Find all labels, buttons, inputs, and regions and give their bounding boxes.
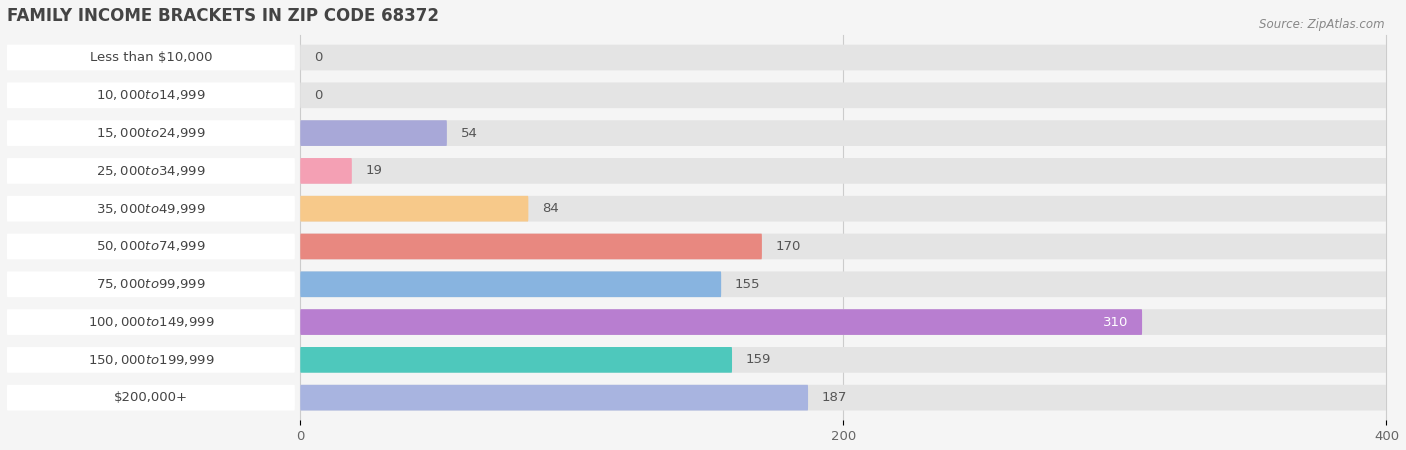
FancyBboxPatch shape [301,158,1386,184]
FancyBboxPatch shape [7,271,295,297]
Text: $100,000 to $149,999: $100,000 to $149,999 [87,315,214,329]
Text: $150,000 to $199,999: $150,000 to $199,999 [87,353,214,367]
FancyBboxPatch shape [301,347,1386,373]
FancyBboxPatch shape [7,309,295,335]
FancyBboxPatch shape [301,271,1386,297]
FancyBboxPatch shape [301,309,1142,335]
Text: $15,000 to $24,999: $15,000 to $24,999 [96,126,205,140]
FancyBboxPatch shape [7,347,295,373]
FancyBboxPatch shape [301,120,447,146]
FancyBboxPatch shape [7,120,295,146]
FancyBboxPatch shape [301,82,1386,108]
Text: Source: ZipAtlas.com: Source: ZipAtlas.com [1260,18,1385,31]
Text: 170: 170 [776,240,801,253]
FancyBboxPatch shape [7,234,295,259]
FancyBboxPatch shape [301,45,1386,70]
FancyBboxPatch shape [301,196,529,221]
Text: 187: 187 [821,391,846,404]
Text: 310: 310 [1104,315,1129,328]
Text: 155: 155 [735,278,761,291]
FancyBboxPatch shape [7,82,295,108]
FancyBboxPatch shape [7,158,295,184]
FancyBboxPatch shape [301,309,1386,335]
FancyBboxPatch shape [301,120,1386,146]
Text: $200,000+: $200,000+ [114,391,188,404]
Text: 159: 159 [745,353,770,366]
Text: 19: 19 [366,164,382,177]
Text: Less than $10,000: Less than $10,000 [90,51,212,64]
FancyBboxPatch shape [301,234,762,259]
Text: 54: 54 [460,126,477,140]
Text: 84: 84 [541,202,558,215]
FancyBboxPatch shape [301,385,1386,410]
FancyBboxPatch shape [301,385,808,410]
FancyBboxPatch shape [301,196,1386,221]
Text: $35,000 to $49,999: $35,000 to $49,999 [96,202,205,216]
Text: 0: 0 [314,51,322,64]
FancyBboxPatch shape [7,196,295,221]
FancyBboxPatch shape [7,385,295,410]
Text: $50,000 to $74,999: $50,000 to $74,999 [96,239,205,253]
Text: 0: 0 [314,89,322,102]
Text: FAMILY INCOME BRACKETS IN ZIP CODE 68372: FAMILY INCOME BRACKETS IN ZIP CODE 68372 [7,7,439,25]
Text: $10,000 to $14,999: $10,000 to $14,999 [96,88,205,102]
FancyBboxPatch shape [7,45,295,70]
Text: $75,000 to $99,999: $75,000 to $99,999 [96,277,205,291]
Text: $25,000 to $34,999: $25,000 to $34,999 [96,164,205,178]
FancyBboxPatch shape [301,234,1386,259]
FancyBboxPatch shape [301,271,721,297]
FancyBboxPatch shape [301,158,352,184]
FancyBboxPatch shape [301,347,733,373]
